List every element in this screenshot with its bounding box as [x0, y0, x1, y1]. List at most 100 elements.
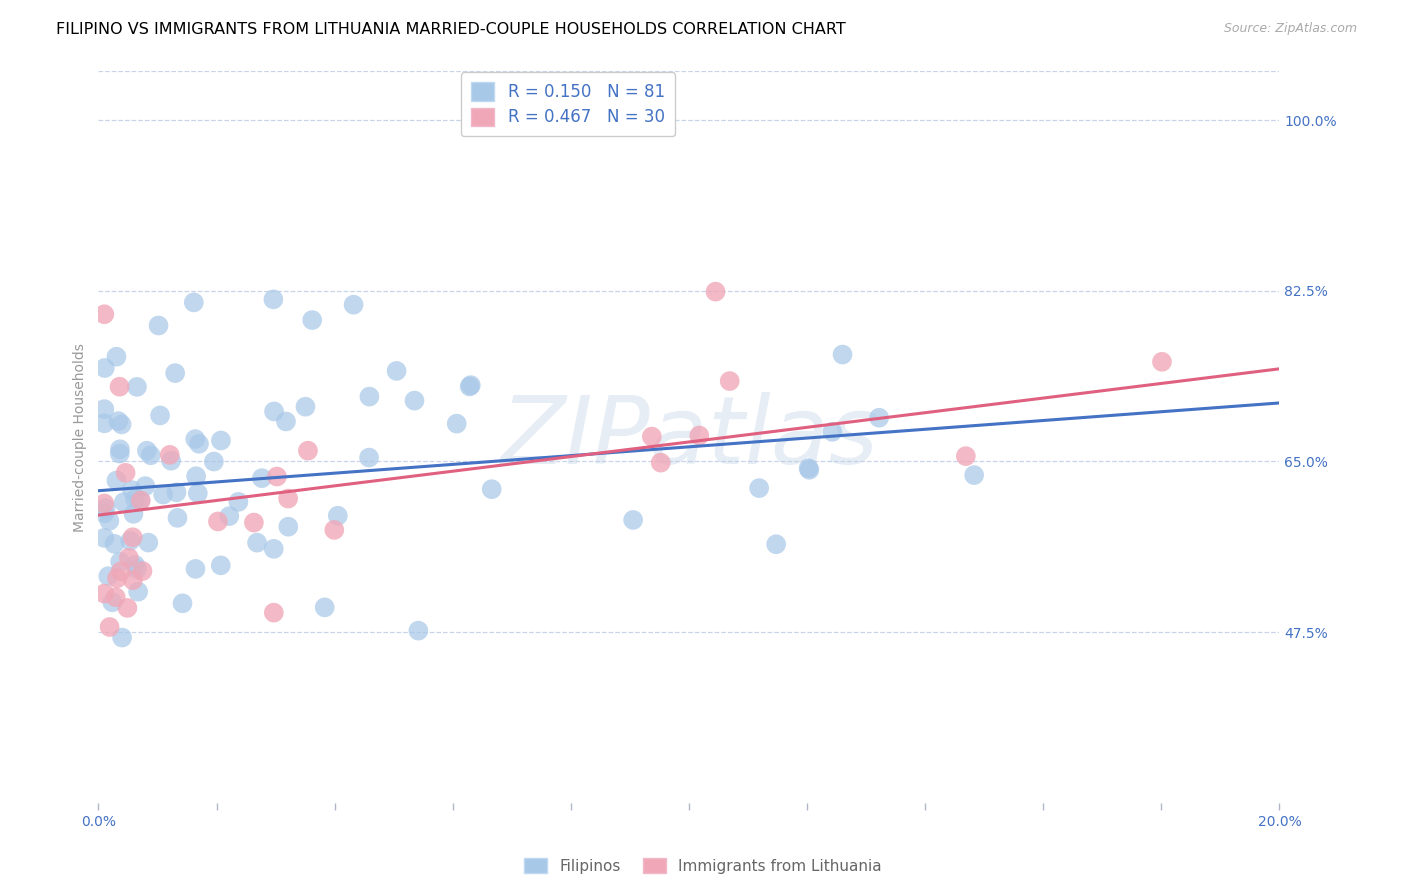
Point	[342, 298, 364, 312]
Point	[621, 513, 644, 527]
Point	[159, 448, 181, 462]
Point	[263, 404, 285, 418]
Point	[408, 624, 430, 638]
Point	[165, 366, 187, 380]
Point	[124, 558, 146, 572]
Point	[101, 595, 124, 609]
Point	[149, 409, 172, 423]
Point	[266, 469, 288, 483]
Point	[93, 496, 115, 510]
Point	[688, 428, 710, 442]
Point	[108, 555, 131, 569]
Point	[98, 514, 121, 528]
Point	[446, 417, 468, 431]
Point	[955, 449, 977, 463]
Point	[166, 511, 188, 525]
Point	[821, 425, 844, 439]
Point	[963, 468, 986, 483]
Point	[125, 562, 148, 576]
Point	[481, 482, 503, 496]
Point	[187, 486, 209, 500]
Point	[799, 463, 821, 477]
Point	[97, 569, 120, 583]
Point	[218, 509, 240, 524]
Point	[111, 631, 134, 645]
Point	[93, 402, 115, 417]
Point	[108, 446, 131, 460]
Point	[250, 471, 273, 485]
Text: FILIPINO VS IMMIGRANTS FROM LITHUANIA MARRIED-COUPLE HOUSEHOLDS CORRELATION CHAR: FILIPINO VS IMMIGRANTS FROM LITHUANIA MA…	[56, 22, 846, 37]
Point	[148, 318, 170, 333]
Point	[294, 400, 316, 414]
Point	[93, 307, 115, 321]
Point	[107, 414, 129, 428]
Point	[243, 516, 266, 530]
Point	[103, 537, 125, 551]
Point	[460, 378, 482, 392]
Point	[112, 495, 135, 509]
Point	[1150, 355, 1173, 369]
Point	[110, 565, 132, 579]
Point	[129, 493, 152, 508]
Point	[160, 453, 183, 467]
Point	[797, 461, 820, 475]
Point	[184, 562, 207, 576]
Point	[125, 380, 148, 394]
Point	[104, 591, 127, 605]
Point	[704, 285, 727, 299]
Point	[105, 571, 128, 585]
Point	[263, 606, 285, 620]
Point	[277, 491, 299, 506]
Point	[262, 293, 284, 307]
Text: Source: ZipAtlas.com: Source: ZipAtlas.com	[1223, 22, 1357, 36]
Point	[93, 531, 115, 545]
Point	[188, 437, 211, 451]
Point	[118, 550, 141, 565]
Point	[831, 347, 853, 361]
Point	[121, 483, 143, 497]
Point	[122, 573, 145, 587]
Point	[184, 469, 207, 483]
Point	[134, 479, 156, 493]
Point	[105, 474, 128, 488]
Point	[94, 501, 117, 516]
Point	[277, 519, 299, 533]
Point	[209, 558, 232, 573]
Point	[120, 533, 142, 548]
Point	[404, 393, 426, 408]
Point	[105, 350, 128, 364]
Point	[129, 493, 152, 508]
Point	[110, 417, 132, 432]
Point	[122, 507, 145, 521]
Point	[98, 620, 121, 634]
Point	[93, 417, 115, 431]
Point	[326, 508, 349, 523]
Point	[184, 432, 207, 446]
Point	[108, 442, 131, 457]
Legend: Filipinos, Immigrants from Lithuania: Filipinos, Immigrants from Lithuania	[517, 852, 889, 880]
Point	[202, 454, 225, 468]
Point	[323, 523, 346, 537]
Point	[301, 313, 323, 327]
Point	[718, 374, 741, 388]
Point	[124, 491, 146, 506]
Point	[94, 361, 117, 376]
Point	[183, 295, 205, 310]
Point	[121, 530, 143, 544]
Point	[209, 434, 232, 448]
Point	[139, 448, 162, 462]
Point	[314, 600, 336, 615]
Point	[152, 487, 174, 501]
Point	[357, 450, 380, 465]
Point	[765, 537, 787, 551]
Legend: R = 0.150   N = 81, R = 0.467   N = 30: R = 0.150 N = 81, R = 0.467 N = 30	[461, 72, 675, 136]
Text: ZIPatlas: ZIPatlas	[501, 392, 877, 483]
Point	[246, 535, 269, 549]
Point	[136, 535, 159, 549]
Point	[650, 456, 672, 470]
Point	[263, 541, 285, 556]
Point	[359, 390, 381, 404]
Point	[117, 601, 139, 615]
Point	[868, 410, 890, 425]
Point	[274, 415, 297, 429]
